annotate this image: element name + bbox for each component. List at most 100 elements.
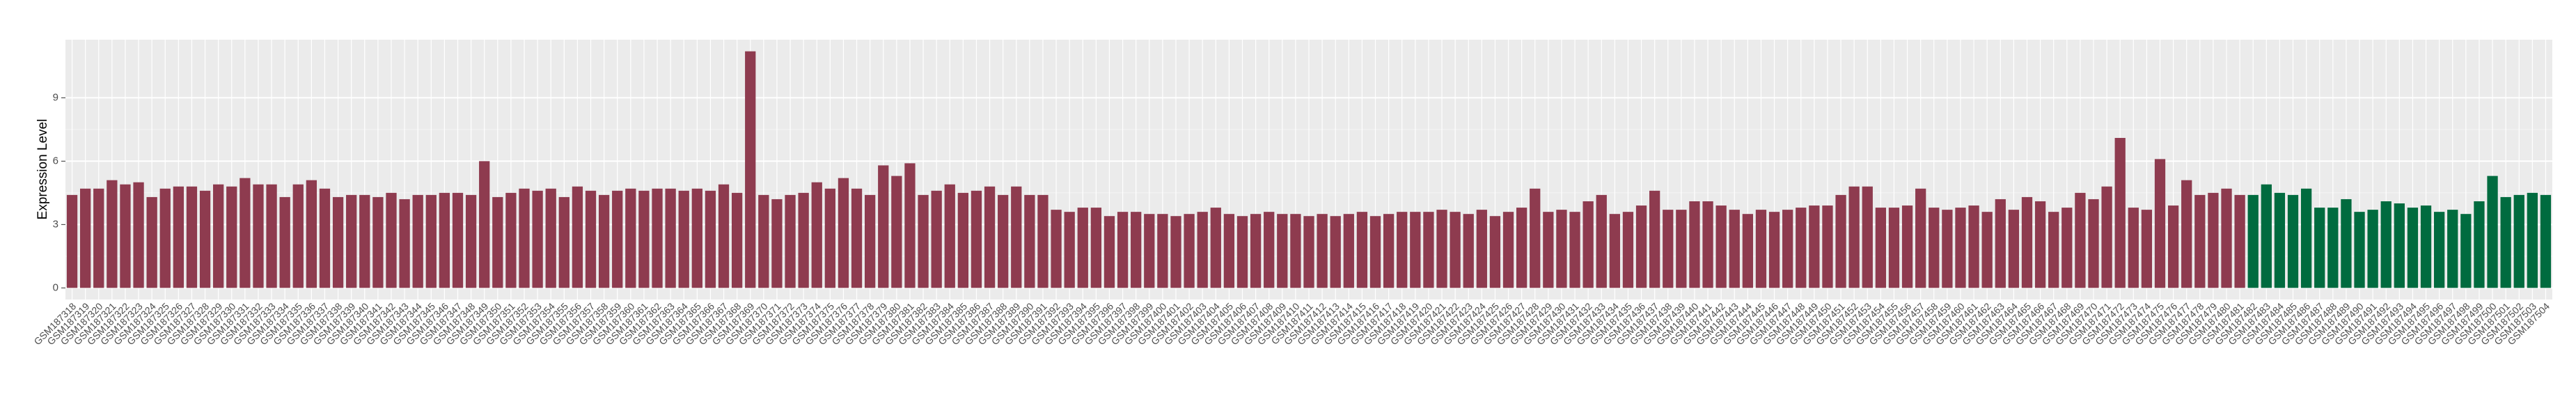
bar — [1543, 212, 1554, 288]
bar — [2221, 188, 2232, 288]
bar — [519, 188, 530, 288]
bar — [1649, 190, 1660, 288]
bar — [1888, 208, 1900, 288]
bar — [1663, 210, 1674, 288]
bar — [1742, 214, 1753, 288]
bar — [1622, 212, 1634, 288]
bar — [558, 196, 570, 288]
bar — [1436, 210, 1447, 288]
bar — [2540, 194, 2552, 288]
bar — [1024, 194, 1035, 288]
bar — [2420, 205, 2432, 288]
bar — [120, 184, 131, 288]
bar — [1955, 208, 1966, 288]
bar — [425, 194, 437, 288]
bar — [2513, 194, 2524, 288]
bar — [691, 188, 702, 288]
bar — [1901, 205, 1913, 288]
bar — [1862, 186, 1873, 288]
bar — [2021, 196, 2033, 288]
bar — [2048, 212, 2059, 288]
bar — [1450, 212, 1461, 288]
bar — [1676, 210, 1687, 288]
bar — [1848, 186, 1860, 288]
bar — [1809, 205, 1820, 288]
bar — [1835, 194, 1846, 288]
bar — [1356, 212, 1368, 288]
bar — [984, 186, 996, 288]
bar — [492, 196, 503, 288]
bar — [372, 196, 384, 288]
bar — [226, 186, 237, 288]
bar — [2433, 212, 2445, 288]
bar — [2474, 201, 2485, 288]
bar — [705, 190, 716, 288]
bar — [1330, 216, 1341, 288]
bar — [1383, 214, 1395, 288]
bar — [386, 192, 397, 288]
bar — [1410, 212, 1421, 288]
bar — [678, 190, 689, 288]
bar — [785, 194, 796, 288]
bar — [133, 182, 144, 288]
bar — [2167, 205, 2179, 288]
bar — [731, 192, 743, 288]
bar — [904, 163, 916, 288]
bar — [638, 190, 650, 288]
bar — [2154, 159, 2166, 288]
bar — [107, 180, 118, 288]
bar — [1423, 212, 1434, 288]
bar — [439, 192, 450, 288]
bar — [745, 51, 756, 288]
bar — [2114, 138, 2126, 288]
bar — [1715, 205, 1727, 288]
bar — [93, 188, 104, 288]
bar — [2061, 208, 2073, 288]
bar — [2208, 192, 2219, 288]
bar — [173, 186, 184, 288]
bar — [1635, 205, 1647, 288]
bar — [971, 190, 982, 288]
bar — [412, 194, 423, 288]
bar — [1157, 214, 1168, 288]
bar — [771, 199, 783, 288]
bar — [2261, 184, 2272, 288]
bar — [1556, 210, 1567, 288]
bar — [1090, 208, 1102, 288]
bar — [1689, 201, 1700, 288]
bar — [2088, 199, 2099, 288]
bar — [2394, 203, 2405, 288]
bar — [1768, 212, 1780, 288]
bar — [878, 165, 889, 288]
bar — [2247, 194, 2259, 288]
y-tick-label: 0 — [53, 281, 58, 293]
bar — [2460, 214, 2472, 288]
bar — [346, 194, 357, 288]
bar — [292, 184, 304, 288]
bar — [998, 194, 1009, 288]
bar — [2300, 188, 2312, 288]
bar — [625, 188, 636, 288]
bar — [1516, 208, 1527, 288]
bar — [2327, 208, 2339, 288]
bar — [2274, 192, 2286, 288]
bar — [891, 176, 902, 288]
bar — [479, 161, 490, 288]
bar — [585, 190, 597, 288]
bar — [1596, 194, 1607, 288]
bar — [1197, 212, 1208, 288]
bar — [1755, 210, 1767, 288]
bar — [186, 186, 198, 288]
bar — [319, 188, 331, 288]
bar — [918, 194, 929, 288]
bar — [718, 184, 730, 288]
bar — [944, 184, 955, 288]
bar — [332, 196, 344, 288]
bar — [1981, 212, 1993, 288]
bar — [2194, 194, 2206, 288]
bar — [1702, 201, 1713, 288]
bar — [1968, 205, 1979, 288]
bar — [2101, 186, 2112, 288]
bar — [2354, 212, 2365, 288]
bar — [80, 188, 91, 288]
